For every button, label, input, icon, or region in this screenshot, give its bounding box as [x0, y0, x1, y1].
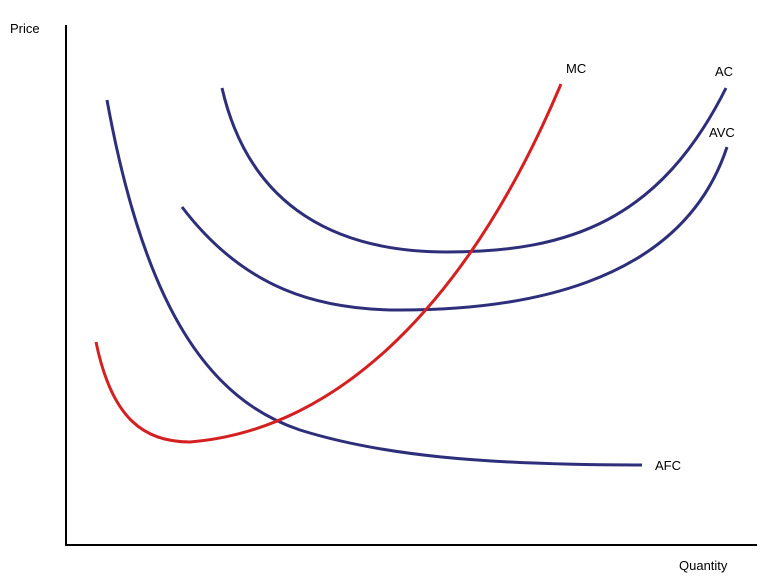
ac-label: AC — [715, 64, 733, 79]
ac-curve — [220, 87, 728, 254]
x-axis-label: Quantity — [679, 558, 728, 573]
avc-curve — [180, 146, 729, 312]
afc-label: AFC — [655, 458, 681, 473]
mc-curve — [94, 83, 563, 444]
avc-label: AVC — [709, 125, 735, 140]
afc-curve — [105, 99, 643, 467]
y-axis-label: Price — [10, 21, 40, 36]
mc-label: MC — [566, 61, 586, 76]
